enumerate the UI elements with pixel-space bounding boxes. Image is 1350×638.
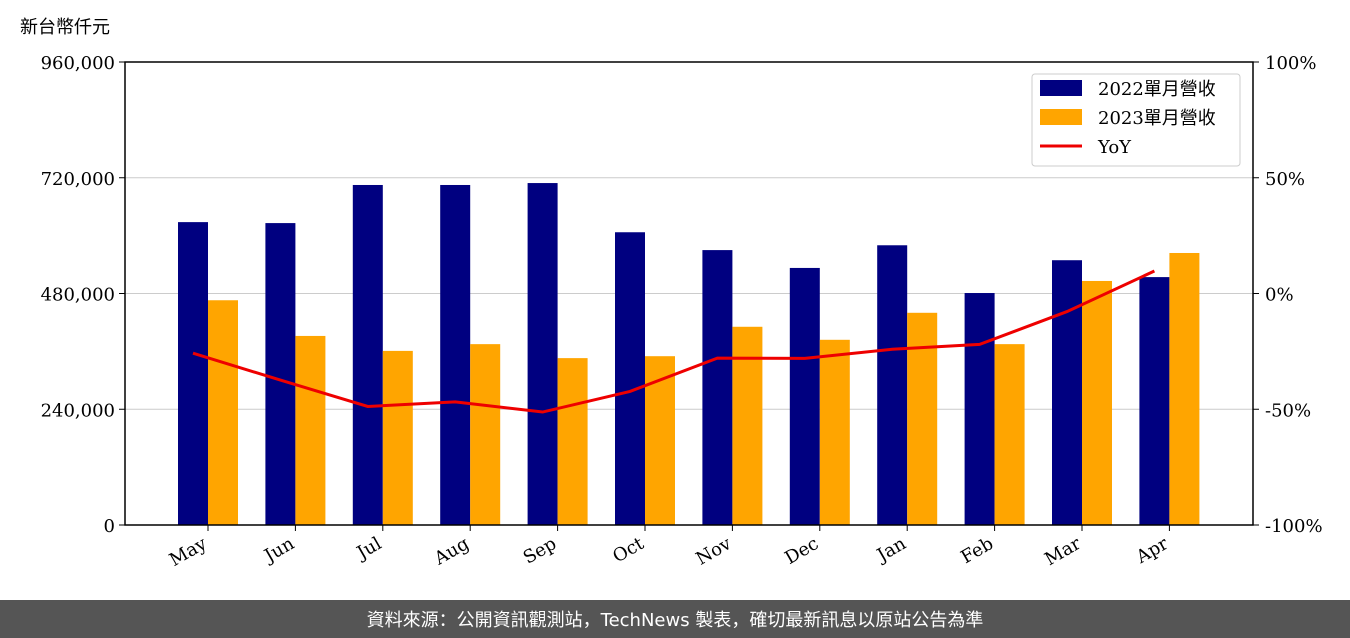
footer: 資料來源：公開資訊觀測站，TechNews 製表，確切最新訊息以原站公告為準 — [367, 610, 984, 631]
bar — [1052, 260, 1082, 525]
y-tick-label: 240,000 — [41, 400, 115, 421]
plot-frame — [124, 61, 1254, 526]
footer-bar — [0, 600, 1350, 638]
bar — [702, 250, 733, 525]
bar — [265, 223, 296, 525]
x-tick-label: Jul — [352, 533, 386, 565]
y-axis-label: 新台幣仟元 — [20, 17, 110, 38]
x-tick-label: Nov — [693, 533, 736, 570]
legend-label: 2022單月營收 — [1098, 79, 1216, 100]
x-tick-label: Apr — [1132, 533, 1172, 568]
bar — [732, 326, 763, 525]
bar — [178, 222, 208, 525]
y2-tick-label: -50% — [1265, 400, 1311, 421]
legend-label: YoY — [1097, 137, 1132, 158]
bar — [1082, 280, 1112, 525]
legend-box — [1031, 73, 1241, 167]
bar — [208, 300, 238, 525]
x-tick-label: Dec — [781, 533, 822, 569]
y2-tick-label: 0% — [1265, 285, 1294, 306]
bar — [527, 183, 558, 525]
line — [192, 269, 1156, 414]
x-tick-label: Oct — [609, 533, 648, 568]
bar — [470, 344, 501, 525]
bar — [1139, 277, 1170, 525]
y-tick-label: 720,000 — [41, 169, 115, 190]
bar — [382, 350, 413, 525]
x-tick-label: Feb — [957, 533, 997, 568]
y2-tick-label: 100% — [1265, 53, 1316, 74]
bar — [615, 232, 645, 525]
x-tick-label: Jun — [259, 533, 298, 568]
bar — [994, 344, 1025, 525]
y2-tick-label: -100% — [1265, 516, 1323, 537]
x-tick-label: May — [166, 533, 211, 571]
bar — [877, 245, 908, 526]
bar — [440, 184, 471, 525]
bar — [789, 267, 820, 525]
legend-label: 2023單月營收 — [1098, 108, 1216, 129]
y2-tick-label: 50% — [1265, 169, 1305, 190]
bar — [907, 312, 938, 525]
x-tick-label: Aug — [430, 533, 473, 570]
legend-swatch — [1040, 109, 1082, 125]
y-tick-label: 960,000 — [41, 53, 115, 74]
bar — [557, 358, 588, 525]
bar — [819, 339, 850, 525]
bar — [352, 184, 383, 525]
bar — [295, 335, 326, 525]
x-tick-label: Jan — [872, 533, 910, 567]
bar — [964, 293, 995, 525]
legend-swatch — [1040, 80, 1082, 96]
x-tick-label: Mar — [1041, 533, 1085, 570]
y-tick-label: 480,000 — [41, 285, 115, 306]
bar — [1169, 252, 1200, 526]
x-tick-label: Sep — [520, 533, 560, 568]
y-tick-label: 0 — [104, 516, 115, 537]
